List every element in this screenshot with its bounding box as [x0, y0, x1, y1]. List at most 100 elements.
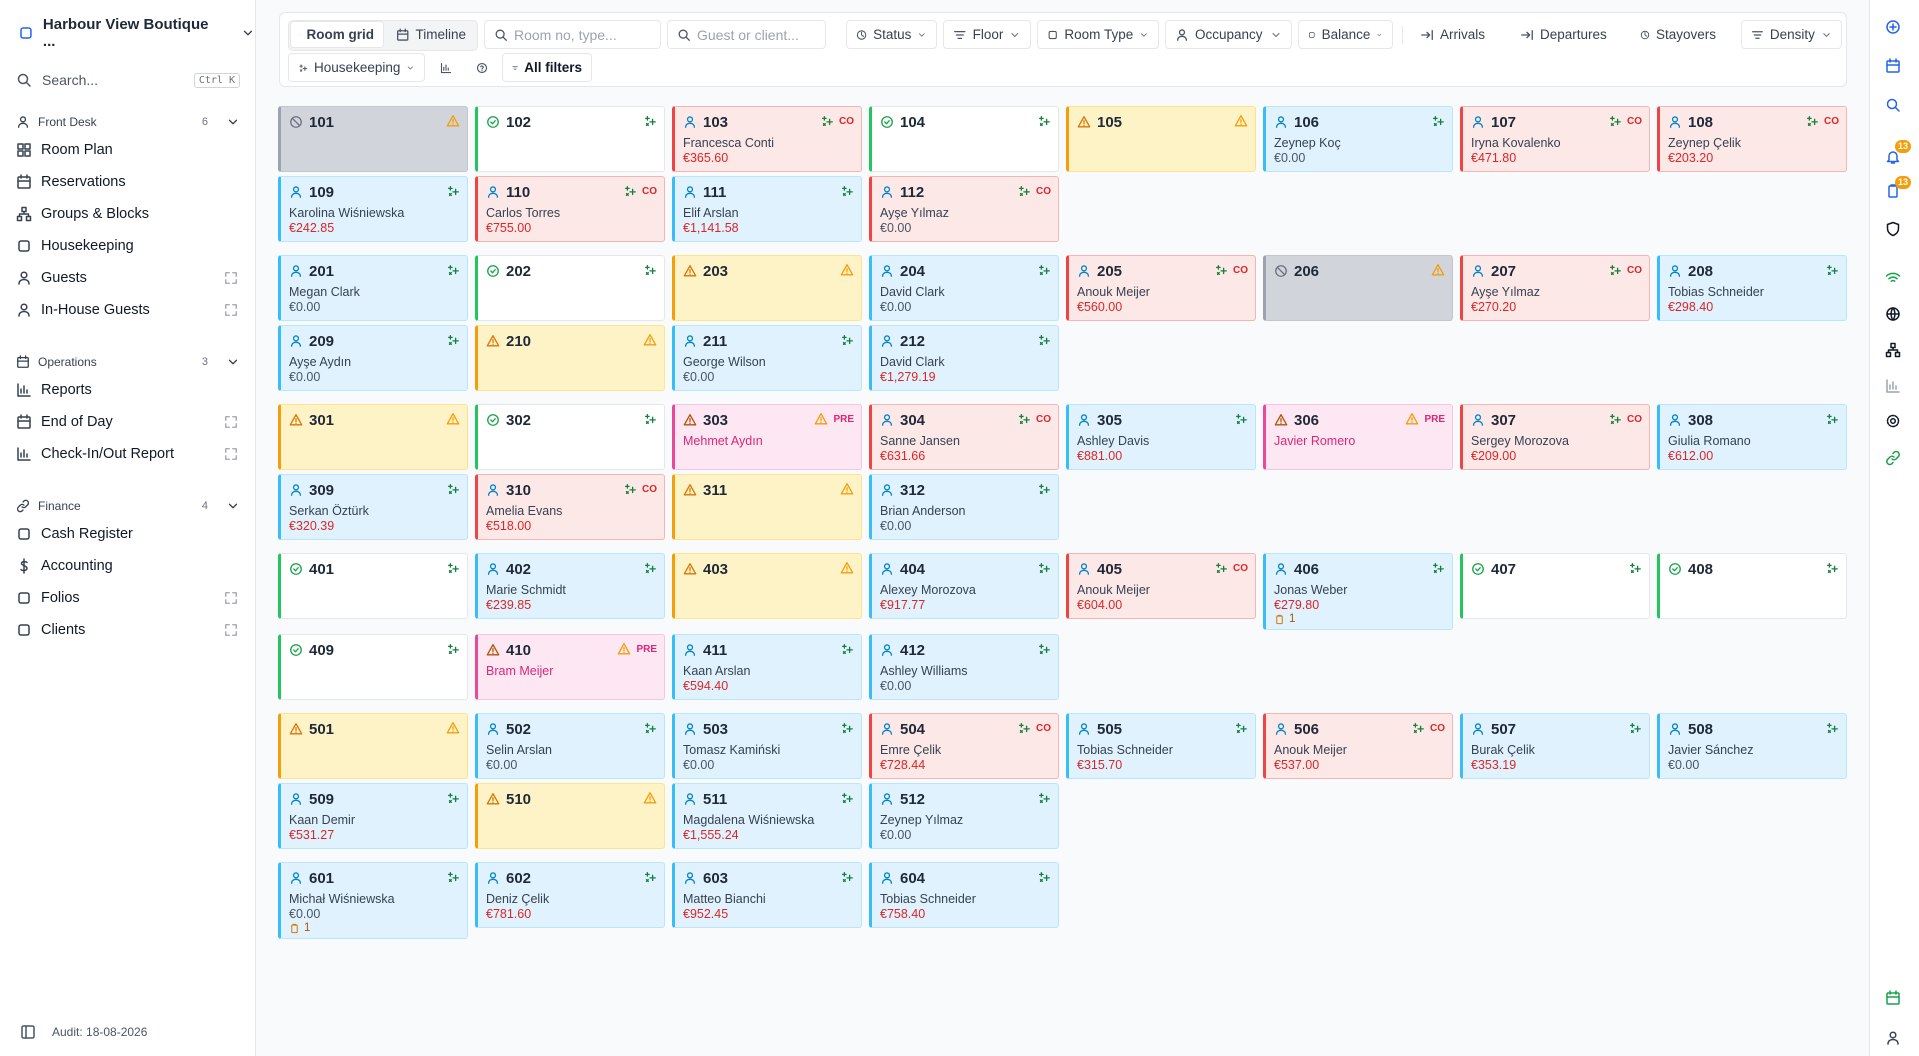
room-card[interactable]: 202 — [475, 255, 665, 321]
movement-2[interactable]: Stayovers — [1630, 20, 1726, 49]
room-card[interactable]: 406 Jonas Weber €279.80 1 — [1263, 553, 1453, 630]
section-header[interactable]: Finance 4 — [16, 494, 240, 518]
room-card[interactable]: 201 Megan Clark €0.00 — [278, 255, 468, 321]
room-card[interactable]: 302 — [475, 404, 665, 470]
room-card[interactable]: 604 Tobias Schneider €758.40 — [869, 862, 1059, 928]
room-card[interactable]: 310 CO Amelia Evans €518.00 — [475, 474, 665, 540]
room-card[interactable]: 501 — [278, 713, 468, 779]
room-card[interactable]: 502 Selin Arslan €0.00 — [475, 713, 665, 779]
nav-item[interactable]: Reports — [16, 374, 240, 406]
room-card[interactable]: 109 Karolina Wiśniewska €242.85 — [278, 176, 468, 242]
filter-2[interactable]: Room Type — [1037, 20, 1159, 49]
nav-item[interactable]: In-House Guests — [16, 294, 240, 326]
nav-item[interactable]: Clients — [16, 614, 240, 646]
filter-0[interactable]: Status — [846, 20, 937, 49]
room-card[interactable]: 204 David Clark €0.00 — [869, 255, 1059, 321]
section-header[interactable]: Front Desk 6 — [16, 110, 240, 134]
view-timeline[interactable]: Timeline — [386, 21, 476, 48]
room-card[interactable]: 311 — [672, 474, 862, 540]
all-filters[interactable]: All filters — [502, 53, 592, 82]
room-card[interactable]: 212 David Clark €1,279.19 — [869, 325, 1059, 391]
help[interactable] — [466, 53, 498, 82]
room-card[interactable]: 306 PRE Javier Romero — [1263, 404, 1453, 470]
nav-item[interactable]: Reservations — [16, 166, 240, 198]
room-card[interactable]: 112 CO Ayşe Yılmaz €0.00 — [869, 176, 1059, 242]
room-card[interactable]: 409 — [278, 634, 468, 700]
search[interactable]: Search... Ctrl K — [16, 68, 240, 92]
filter-3[interactable]: Occupancy — [1165, 20, 1292, 49]
search-guest[interactable]: Guest or client... — [667, 20, 826, 49]
room-card[interactable]: 408 — [1657, 553, 1847, 619]
hotel-switcher[interactable]: Harbour View Boutique ... — [18, 16, 255, 50]
view-room-grid[interactable]: Room grid — [290, 21, 384, 48]
room-card[interactable]: 503 Tomasz Kamiński €0.00 — [672, 713, 862, 779]
room-card[interactable]: 203 — [672, 255, 862, 321]
room-card[interactable]: 210 — [475, 325, 665, 391]
room-card[interactable]: 103 CO Francesca Conti €365.60 — [672, 106, 862, 172]
room-card[interactable]: 308 Giulia Romano €612.00 — [1657, 404, 1847, 470]
room-card[interactable]: 507 Burak Çelik €353.19 — [1460, 713, 1650, 779]
nav-item[interactable]: Guests — [16, 262, 240, 294]
housekeeping[interactable]: Housekeeping — [288, 53, 425, 82]
nav-item[interactable]: Cash Register — [16, 518, 240, 550]
room-card[interactable]: 509 Kaan Demir €531.27 — [278, 783, 468, 849]
density[interactable]: Density — [1741, 20, 1842, 49]
room-card[interactable]: 208 Tobias Schneider €298.40 — [1657, 255, 1847, 321]
room-card[interactable]: 111 Elif Arslan €1,141.58 — [672, 176, 862, 242]
room-card[interactable]: 307 CO Sergey Morozova €209.00 — [1460, 404, 1650, 470]
room-card[interactable]: 602 Deniz Çelik €781.60 — [475, 862, 665, 928]
room-card[interactable]: 105 — [1066, 106, 1256, 172]
movement-0[interactable]: Arrivals — [1410, 20, 1504, 49]
spark-icon — [644, 562, 656, 574]
room-card[interactable]: 304 CO Sanne Jansen €631.66 — [869, 404, 1059, 470]
room-card[interactable]: 603 Matteo Bianchi €952.45 — [672, 862, 862, 928]
filter-1[interactable]: Floor — [943, 20, 1031, 49]
room-card[interactable]: 601 Michał Wiśniewska €0.00 1 — [278, 862, 468, 939]
nav-item[interactable]: End of Day — [16, 406, 240, 438]
room-card[interactable]: 206 — [1263, 255, 1453, 321]
room-card[interactable]: 505 Tobias Schneider €315.70 — [1066, 713, 1256, 779]
room-card[interactable]: 101 — [278, 106, 468, 172]
section-header[interactable]: Operations 3 — [16, 350, 240, 374]
chart-toggle[interactable] — [430, 53, 462, 82]
room-card[interactable]: 404 Alexey Morozova €917.77 — [869, 553, 1059, 619]
room-card[interactable]: 209 Ayşe Aydın €0.00 — [278, 325, 468, 391]
room-card[interactable]: 107 CO Iryna Kovalenko €471.80 — [1460, 106, 1650, 172]
nav-item[interactable]: Room Plan — [16, 134, 240, 166]
movement-1[interactable]: Departures — [1510, 20, 1624, 49]
room-card[interactable]: 102 — [475, 106, 665, 172]
room-card[interactable]: 410 PRE Bram Meijer — [475, 634, 665, 700]
nav-item[interactable]: Check-In/Out Report — [16, 438, 240, 470]
room-card[interactable]: 511 Magdalena Wiśniewska €1,555.24 — [672, 783, 862, 849]
room-card[interactable]: 411 Kaan Arslan €594.40 — [672, 634, 862, 700]
room-card[interactable]: 211 George Wilson €0.00 — [672, 325, 862, 391]
room-card[interactable]: 405 CO Anouk Meijer €604.00 — [1066, 553, 1256, 619]
nav-item[interactable]: Accounting — [16, 550, 240, 582]
nav-item[interactable]: Housekeeping — [16, 230, 240, 262]
room-card[interactable]: 207 CO Ayşe Yılmaz €270.20 — [1460, 255, 1650, 321]
room-card[interactable]: 309 Serkan Öztürk €320.39 — [278, 474, 468, 540]
room-card[interactable]: 110 CO Carlos Torres €755.00 — [475, 176, 665, 242]
room-card[interactable]: 506 CO Anouk Meijer €537.00 — [1263, 713, 1453, 779]
room-card[interactable]: 205 CO Anouk Meijer €560.00 — [1066, 255, 1256, 321]
room-card[interactable]: 508 Javier Sánchez €0.00 — [1657, 713, 1847, 779]
room-card[interactable]: 504 CO Emre Çelik €728.44 — [869, 713, 1059, 779]
room-card[interactable]: 403 — [672, 553, 862, 619]
filter-4[interactable]: Balance — [1298, 20, 1393, 49]
room-card[interactable]: 512 Zeynep Yılmaz €0.00 — [869, 783, 1059, 849]
nav-item[interactable]: Groups & Blocks — [16, 198, 240, 230]
room-card[interactable]: 106 Zeynep Koç €0.00 — [1263, 106, 1453, 172]
room-card[interactable]: 108 CO Zeynep Çelik €203.20 — [1657, 106, 1847, 172]
room-card[interactable]: 412 Ashley Williams €0.00 — [869, 634, 1059, 700]
room-card[interactable]: 305 Ashley Davis €881.00 — [1066, 404, 1256, 470]
room-card[interactable]: 301 — [278, 404, 468, 470]
nav-item[interactable]: Folios — [16, 582, 240, 614]
room-card[interactable]: 303 PRE Mehmet Aydın — [672, 404, 862, 470]
room-card[interactable]: 510 — [475, 783, 665, 849]
search-room[interactable]: Room no, type... — [484, 20, 661, 49]
room-card[interactable]: 104 — [869, 106, 1059, 172]
room-card[interactable]: 402 Marie Schmidt €239.85 — [475, 553, 665, 619]
room-card[interactable]: 312 Brian Anderson €0.00 — [869, 474, 1059, 540]
room-card[interactable]: 401 — [278, 553, 468, 619]
room-card[interactable]: 407 — [1460, 553, 1650, 619]
